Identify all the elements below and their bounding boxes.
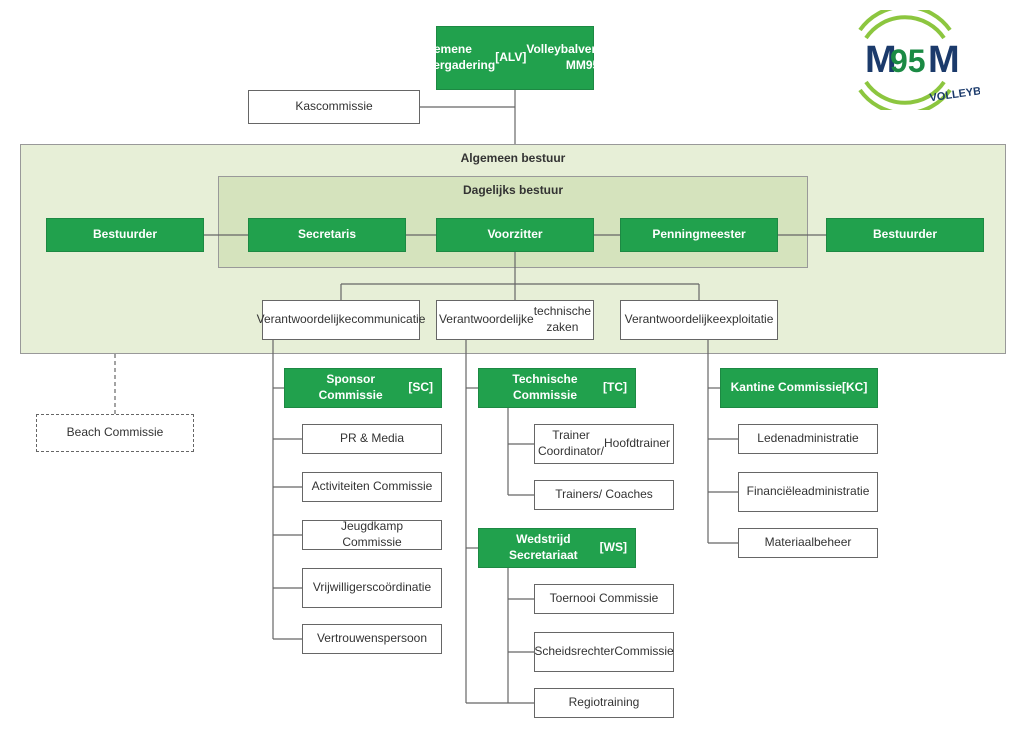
- node-materiaalbeheer: Materiaalbeheer: [738, 528, 878, 558]
- node-alv: Algemene Ledenvergadering[ALV]Volleybalv…: [436, 26, 594, 90]
- panel-inner-label: Dagelijks bestuur: [219, 183, 807, 197]
- logo-text-volleybal: VOLLEYBAL: [929, 83, 980, 104]
- node-vertrouwenspersoon: Vertrouwenspersoon: [302, 624, 442, 654]
- node-verantw-communicatie: Verantwoordelijkecommunicatie: [262, 300, 420, 340]
- node-toernooi-commissie: Toernooi Commissie: [534, 584, 674, 614]
- node-secretaris: Secretaris: [248, 218, 406, 252]
- node-beach-commissie: Beach Commissie: [36, 414, 194, 452]
- node-regiotraining: Regiotraining: [534, 688, 674, 718]
- node-wedstrijd-secretariaat: Wedstrijd Secretariaat[WS]: [478, 528, 636, 568]
- node-kascommissie: Kascommissie: [248, 90, 420, 124]
- node-voorzitter: Voorzitter: [436, 218, 594, 252]
- node-scheidsrechter-commissie: ScheidsrechterCommissie: [534, 632, 674, 672]
- node-jeugdkamp-commissie: Jeugdkamp Commissie: [302, 520, 442, 550]
- logo-mm95: M 95 M VOLLEYBAL: [830, 10, 980, 110]
- node-activiteiten-commissie: Activiteiten Commissie: [302, 472, 442, 502]
- node-vrijwilligers-coordinatie: Vrijwilligerscoördinatie: [302, 568, 442, 608]
- node-verantw-exploitatie: Verantwoordelijkeexploitatie: [620, 300, 778, 340]
- panel-outer-label: Algemeen bestuur: [21, 151, 1005, 165]
- node-trainer-coordinator: Trainer Coordinator/Hoofdtrainer: [534, 424, 674, 464]
- node-pr-media: PR & Media: [302, 424, 442, 454]
- node-ledenadministratie: Ledenadministratie: [738, 424, 878, 454]
- node-verantw-technische: Verantwoordelijketechnische zaken: [436, 300, 594, 340]
- node-financiele-administratie: Financiëleadministratie: [738, 472, 878, 512]
- node-bestuurder-left: Bestuurder: [46, 218, 204, 252]
- logo-number-95: 95: [890, 43, 926, 79]
- node-bestuurder-right: Bestuurder: [826, 218, 984, 252]
- node-sponsor-commissie: Sponsor Commissie[SC]: [284, 368, 442, 408]
- node-technische-commissie: Technische Commissie[TC]: [478, 368, 636, 408]
- node-penningmeester: Penningmeester: [620, 218, 778, 252]
- node-trainers-coaches: Trainers/ Coaches: [534, 480, 674, 510]
- node-kantine-commissie: Kantine Commissie[KC]: [720, 368, 878, 408]
- logo-letter-m-right: M: [928, 39, 960, 81]
